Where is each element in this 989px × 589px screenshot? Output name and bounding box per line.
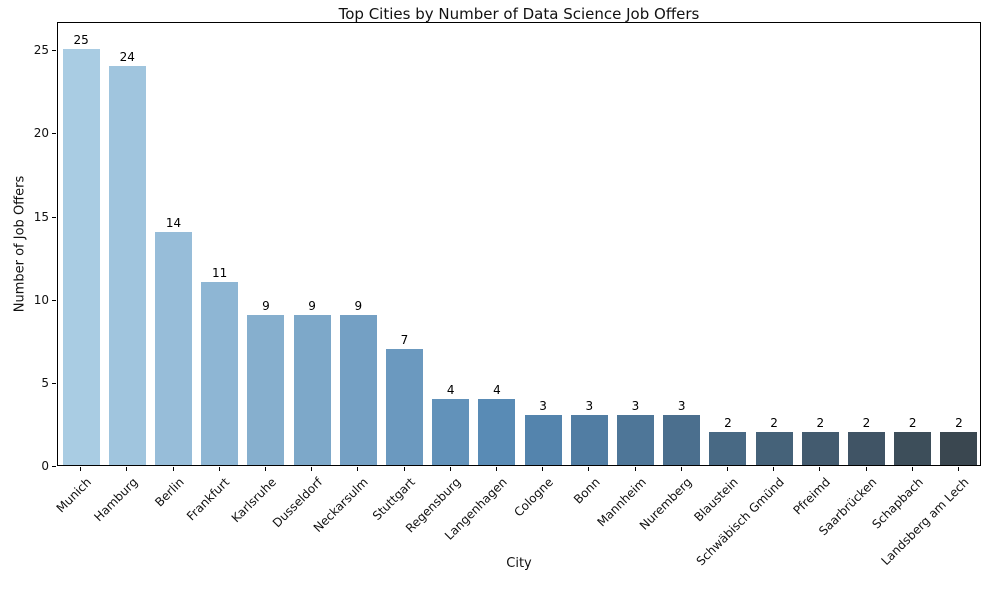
x-tick-mark <box>819 467 821 471</box>
bar-value-label: 3 <box>585 399 594 414</box>
chart-title: Top Cities by Number of Data Science Job… <box>338 5 700 23</box>
y-tick-mark <box>52 466 56 467</box>
bar-value-label: 4 <box>493 382 501 397</box>
bar-value-label: 3 <box>677 399 686 414</box>
x-tick-mark <box>542 467 544 471</box>
x-tick-label: Landsberg am Lech <box>878 475 972 569</box>
x-tick-mark <box>403 467 405 471</box>
x-tick-mark <box>773 467 775 471</box>
bar-value-label: 25 <box>73 33 89 48</box>
bar-value-label: 24 <box>119 49 135 64</box>
x-tick-mark <box>449 467 451 471</box>
bar-landsberg-am-lech <box>940 431 978 465</box>
x-tick-mark <box>172 467 174 471</box>
bar-stuttgart <box>386 348 423 465</box>
x-tick-label: Stuttgart <box>369 475 418 524</box>
y-tick-label: 5 <box>41 375 49 390</box>
bar-value-label: 7 <box>400 332 409 347</box>
bar-value-label: 2 <box>955 415 963 430</box>
x-tick-mark <box>80 467 82 471</box>
bar-bonn <box>570 415 608 465</box>
bar-value-label: 2 <box>816 415 825 430</box>
bar-value-label: 11 <box>212 266 228 281</box>
y-tick-label: 10 <box>33 292 49 307</box>
x-tick-mark <box>726 467 728 471</box>
y-tick-mark <box>52 216 56 218</box>
y-tick-label: 25 <box>33 43 49 58</box>
x-tick-mark <box>357 467 359 471</box>
x-tick-mark <box>126 467 128 471</box>
bar-langenhagen <box>478 398 516 465</box>
x-tick-mark <box>264 467 266 471</box>
bar-value-label: 4 <box>446 382 455 397</box>
bar-mannheim <box>617 415 654 465</box>
bar-hamburg <box>108 65 146 465</box>
bar-value-label: 14 <box>165 216 182 231</box>
bar-value-label: 2 <box>724 415 732 430</box>
bar-karlsruhe <box>247 315 285 465</box>
bar-nuremberg <box>663 415 701 465</box>
x-tick-label: Cologne <box>511 475 557 520</box>
bar-value-label: 2 <box>862 415 871 430</box>
x-tick-label: Hamburg <box>90 475 141 525</box>
y-tick-label: 15 <box>33 209 49 224</box>
y-tick-label: 0 <box>41 459 49 473</box>
y-tick-mark <box>52 133 56 135</box>
bar-value-label: 9 <box>262 299 270 314</box>
bar-berlin <box>155 232 192 465</box>
bar-saarbr-cken <box>848 431 885 465</box>
x-tick-label: Frankfurt <box>184 475 233 524</box>
x-tick-mark <box>311 467 313 471</box>
x-tick-mark <box>495 467 497 471</box>
x-tick-mark <box>865 467 867 471</box>
x-tick-mark <box>911 467 913 471</box>
y-tick-mark <box>52 50 56 52</box>
x-tick-label: Munich <box>53 475 95 516</box>
bar-value-label: 3 <box>539 399 547 414</box>
bar-neckarsulm <box>339 315 377 465</box>
bar-value-label: 2 <box>908 415 917 430</box>
x-tick-label: Berlin <box>151 475 187 510</box>
x-tick-label: Bonn <box>570 475 603 507</box>
bar-dusseldorf <box>293 315 331 465</box>
bar-schw-bisch-gm-nd <box>755 431 793 465</box>
bar-blaustein <box>709 431 747 465</box>
x-tick-mark <box>680 467 682 471</box>
bar-schapbach <box>894 431 932 465</box>
x-tick-mark <box>218 467 220 471</box>
bar-pfreimd <box>801 431 839 465</box>
bar-value-label: 9 <box>354 299 363 314</box>
x-tick-mark <box>634 467 636 471</box>
bar-munich <box>62 49 100 465</box>
y-tick-mark <box>52 382 56 384</box>
plot-area: 25 24 14 11 9 9 9 7 4 4 3 3 3 3 2 2 2 2 2 2 <box>57 22 981 466</box>
x-tick-mark <box>957 467 959 471</box>
bar-value-label: 2 <box>770 415 778 430</box>
bar-regensburg <box>432 398 470 465</box>
y-tick-label: 20 <box>33 126 49 141</box>
y-tick-mark <box>52 299 56 301</box>
bar-value-label: 9 <box>308 299 316 314</box>
bar-value-label: 3 <box>631 399 640 414</box>
x-tick-label: Schwäbisch Gmünd <box>693 475 788 569</box>
x-tick-label: Pfreimd <box>790 475 834 518</box>
x-axis-label: City <box>506 556 532 571</box>
bar-frankfurt <box>201 282 239 465</box>
bar-cologne <box>524 415 562 465</box>
x-tick-mark <box>588 467 590 471</box>
